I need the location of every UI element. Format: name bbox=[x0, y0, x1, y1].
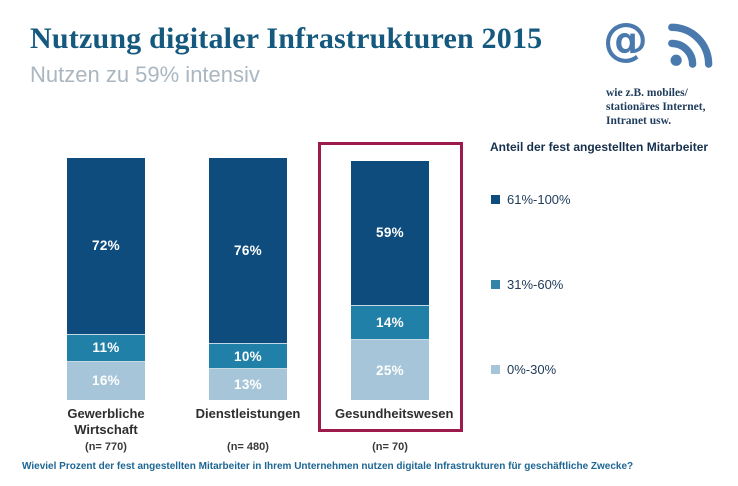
bar-segment: 16% bbox=[67, 360, 145, 400]
icon-caption-line: wie z.B. mobiles/ bbox=[606, 87, 688, 99]
legend-title: Anteil der fest angestellten Mitarbeiter bbox=[490, 140, 709, 154]
icon-caption: wie z.B. mobiles/ stationäres Internet, … bbox=[606, 86, 734, 128]
bar-segment: 11% bbox=[67, 333, 145, 361]
legend-item-61-100: 61%-100% bbox=[491, 192, 571, 207]
highlight-box-gesundheitswesen bbox=[318, 142, 463, 432]
bar-column-dienstleistungen: 76% 10% 13% bbox=[209, 158, 287, 400]
icon-caption-line: stationäres Internet, bbox=[606, 101, 706, 113]
legend-label: 0%-30% bbox=[507, 362, 557, 377]
bar-segment-value: 11% bbox=[92, 340, 120, 356]
bar-category-label: Dienstleistungen bbox=[195, 406, 301, 421]
page-subtitle: Nutzen zu 59% intensiv bbox=[30, 62, 260, 87]
bar-segment: 76% bbox=[209, 158, 287, 344]
bar-segment-value: 14% bbox=[376, 314, 404, 330]
bar-segment-value: 59% bbox=[376, 225, 404, 241]
legend-swatch-medium-blue bbox=[491, 280, 500, 289]
legend-swatch-dark-blue bbox=[491, 195, 500, 204]
bar-segment: 25% bbox=[351, 339, 429, 400]
survey-question: Wieviel Prozent der fest angestellten Mi… bbox=[22, 461, 634, 472]
bar-segment-value: 25% bbox=[376, 362, 404, 378]
stacked-bar-chart: 72% 11% 16% 76% 10% 13% 59% 14% 25% bbox=[67, 158, 429, 400]
icon-caption-line: Intranet usw. bbox=[606, 115, 672, 127]
legend-swatch-light-blue bbox=[491, 365, 500, 374]
bar-segment: 59% bbox=[351, 161, 429, 305]
bar-category-label: Gesundheitswesen bbox=[335, 406, 454, 421]
bar-column-gewerbliche-wirtschaft: 72% 11% 16% bbox=[67, 158, 145, 400]
rss-icon bbox=[664, 20, 716, 77]
bar-segment-value: 76% bbox=[234, 243, 262, 259]
legend-item-0-30: 0%-30% bbox=[491, 362, 556, 377]
bar-n-label: (n= 70) bbox=[372, 441, 408, 453]
bar-segment-value: 13% bbox=[234, 376, 262, 392]
bar-category-label: Gewerbliche Wirtschaft bbox=[67, 406, 145, 437]
bar-segment-value: 72% bbox=[92, 238, 120, 254]
bar-n-label: (n= 770) bbox=[85, 441, 127, 453]
page-title: Nutzung digitaler Infrastrukturen 2015 bbox=[30, 22, 543, 55]
bar-segment-value: 16% bbox=[92, 373, 120, 389]
at-icon: @ bbox=[603, 13, 648, 66]
bar-segment-value: 10% bbox=[234, 348, 262, 364]
legend-item-31-60: 31%-60% bbox=[491, 277, 563, 292]
bar-segment: 10% bbox=[209, 343, 287, 368]
bar-column-gesundheitswesen: 59% 14% 25% bbox=[351, 161, 429, 400]
bar-segment: 14% bbox=[351, 304, 429, 340]
legend-label: 61%-100% bbox=[507, 192, 571, 207]
legend-label: 31%-60% bbox=[507, 277, 564, 292]
bar-segment: 72% bbox=[67, 158, 145, 334]
bar-segment: 13% bbox=[209, 367, 287, 400]
bar-n-label: (n= 480) bbox=[227, 441, 269, 453]
